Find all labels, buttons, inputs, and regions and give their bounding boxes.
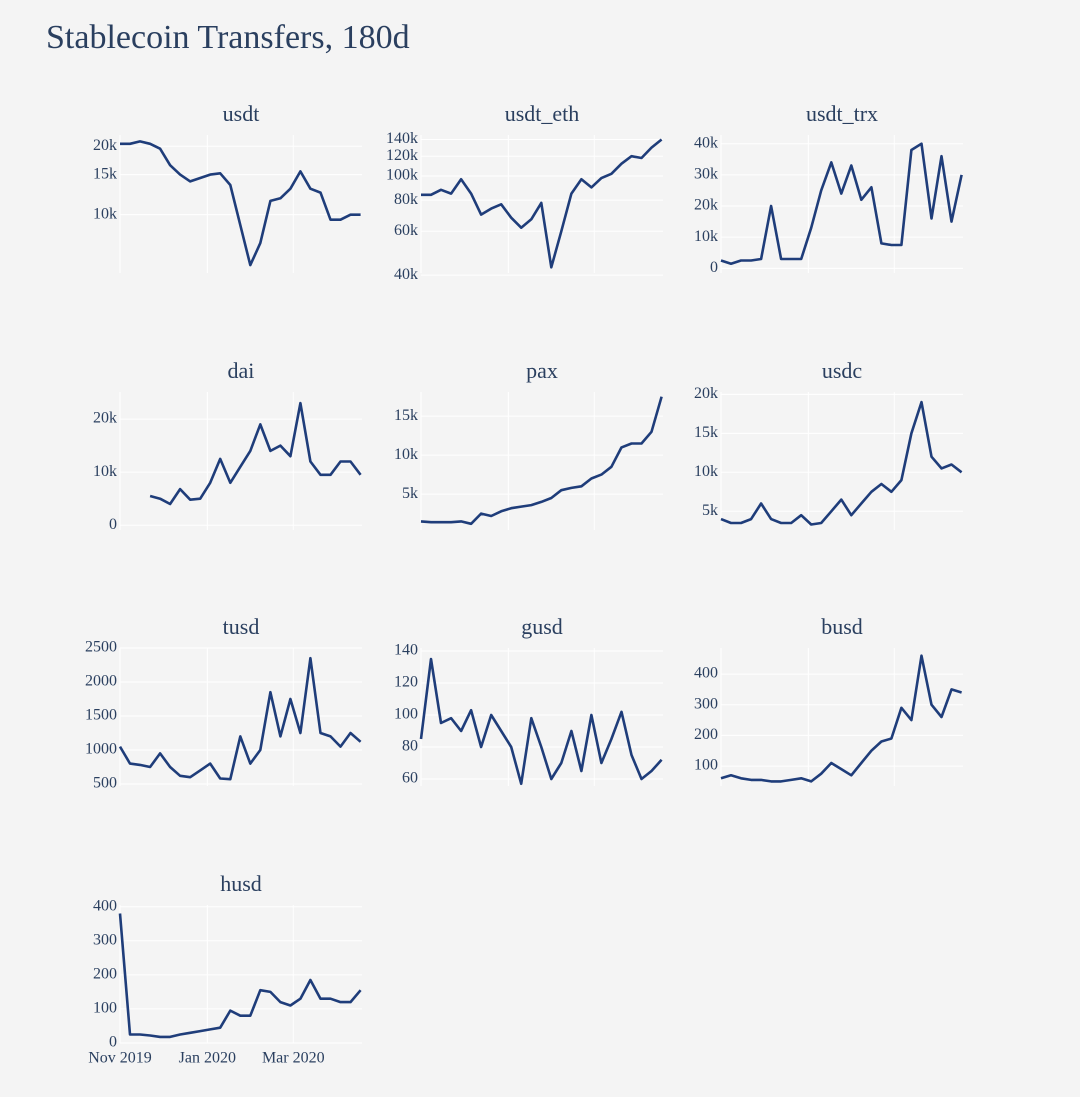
y-tick-label: 60k [394,222,418,239]
panel-title: dai [228,358,255,383]
y-tick-label: 0 [710,259,718,276]
y-tick-label: 80 [402,738,418,755]
y-tick-label: 30k [694,166,718,183]
y-tick-label: 10k [394,446,418,463]
y-tick-label: 10k [93,205,117,222]
y-tick-label: 15k [394,407,418,424]
y-tick-label: 60 [402,770,418,787]
y-tick-label: 140 [394,642,418,659]
y-tick-label: 40k [694,134,718,151]
y-tick-label: 2500 [85,639,117,656]
y-tick-label: 10k [93,463,117,480]
y-tick-label: 0 [109,1034,117,1051]
y-tick-label: 200 [694,726,718,743]
y-tick-label: 1000 [85,741,117,758]
line-series [419,657,663,786]
y-tick-label: 5k [702,502,718,519]
line-series [720,142,963,265]
y-tick-label: 400 [694,665,718,682]
chart-title: Stablecoin Transfers, 180d [46,19,410,56]
y-tick-label: 120k [386,147,418,164]
y-tick-label: 300 [93,931,117,948]
y-tick-label: 20k [694,385,718,402]
y-tick-label: 200 [93,966,117,983]
line-series [720,654,962,783]
y-tick-label: 20k [93,410,117,427]
panel-title: usdt_trx [806,101,878,126]
x-tick-label: Mar 2020 [262,1050,325,1067]
panel-title: usdc [822,358,863,383]
y-tick-label: 120 [394,674,418,691]
line-series [118,656,362,781]
y-tick-label: 20k [93,137,117,154]
y-tick-label: 10k [694,463,718,480]
line-series [149,401,362,506]
y-tick-label: 100k [386,167,418,184]
y-tick-label: 400 [93,897,117,914]
line-series [720,400,963,526]
y-tick-label: 140k [386,130,418,147]
y-tick-label: 40k [394,266,418,283]
panel-title: tusd [223,614,260,639]
x-tick-label: Nov 2019 [88,1050,152,1067]
line-series [120,140,361,267]
y-tick-label: 15k [694,424,718,441]
y-tick-label: 2000 [85,673,117,690]
y-tick-label: 0 [109,516,117,533]
y-tick-label: 100 [694,757,718,774]
y-tick-label: 10k [694,228,718,245]
y-tick-label: 100 [394,706,418,723]
y-tick-label: 80k [394,191,418,208]
line-series [421,138,663,269]
y-tick-label: 500 [93,775,117,792]
panel-title: usdt [223,101,260,126]
y-tick-label: 1500 [85,707,117,724]
panel-title: busd [821,614,863,639]
panel-title: gusd [521,614,563,639]
y-tick-label: 5k [402,485,418,502]
line-series [118,913,362,1039]
y-tick-label: 20k [694,197,718,214]
y-tick-label: 15k [93,165,117,182]
y-tick-label: 100 [93,1000,117,1017]
line-series [420,396,663,526]
panel-title: pax [526,358,558,383]
y-tick-label: 300 [694,695,718,712]
panel-title: husd [220,871,262,896]
x-tick-label: Jan 2020 [179,1050,236,1067]
panel-title: usdt_eth [505,101,580,126]
